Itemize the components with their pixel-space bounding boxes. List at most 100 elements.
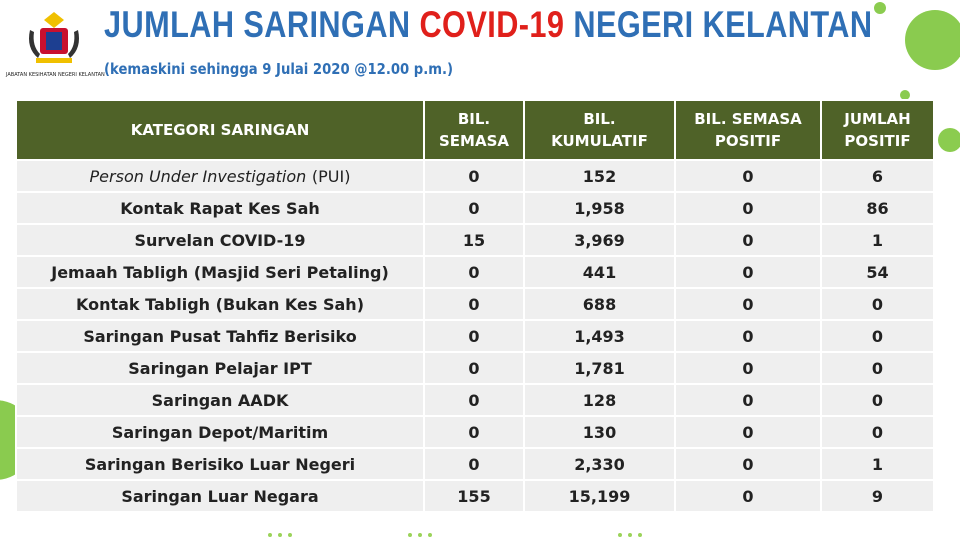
table-row: Person Under Investigation (PUI) 0 152 0 6 bbox=[15, 159, 935, 193]
cell-text: 0 bbox=[742, 358, 754, 378]
category-italic: Person Under Investigation bbox=[89, 166, 307, 186]
cell-text: 0 bbox=[742, 166, 754, 186]
cell-text: 0 bbox=[468, 166, 480, 186]
value-cell: 0 bbox=[674, 159, 822, 193]
value-cell: 1 bbox=[820, 447, 935, 481]
cell-text: Jemaah Tabligh (Masjid Seri Petaling) bbox=[51, 262, 389, 282]
category-cell: Kontak Tabligh (Bukan Kes Sah) bbox=[15, 287, 425, 321]
value-cell: 1,493 bbox=[523, 319, 676, 353]
value-cell: 0 bbox=[674, 319, 822, 353]
title: JUMLAH SARINGAN COVID-19 NEGERI KELANTAN bbox=[104, 4, 872, 46]
cell-text: 2,330 bbox=[574, 454, 625, 474]
value-cell: 15,199 bbox=[523, 479, 676, 513]
title-part: JUMLAH SARINGAN bbox=[104, 4, 411, 45]
cell-text: 0 bbox=[742, 294, 754, 314]
table-row: Saringan Pelajar IPT 0 1,781 0 0 bbox=[15, 351, 935, 385]
cell-text: 0 bbox=[468, 454, 480, 474]
cell-text: 0 bbox=[742, 262, 754, 282]
cell-text: 6 bbox=[871, 166, 884, 186]
cell-text: 0 bbox=[742, 390, 754, 410]
header-line: POSITIF bbox=[844, 132, 911, 150]
value-cell: 0 bbox=[674, 223, 822, 257]
value-cell: 1,958 bbox=[523, 191, 676, 225]
category-cell: Saringan Berisiko Luar Negeri bbox=[15, 447, 425, 481]
title-part: NEGERI KELANTAN bbox=[573, 4, 873, 45]
value-cell: 152 bbox=[523, 159, 676, 193]
value-cell: 0 bbox=[674, 479, 822, 513]
header-line: BIL. SEMASA bbox=[694, 110, 802, 128]
table-row: Survelan COVID-19 15 3,969 0 1 bbox=[15, 223, 935, 257]
category-cell: Saringan AADK bbox=[15, 383, 425, 417]
value-cell: 0 bbox=[423, 255, 525, 289]
category-cell: Jemaah Tabligh (Masjid Seri Petaling) bbox=[15, 255, 425, 289]
value-cell: 0 bbox=[674, 255, 822, 289]
column-header: BIL. KUMULATIF bbox=[523, 99, 676, 161]
cell-text: 54 bbox=[866, 262, 889, 282]
header-line: BIL. bbox=[457, 110, 491, 128]
cell-text: 86 bbox=[866, 198, 889, 218]
cell-text: 0 bbox=[468, 326, 480, 346]
category-cell: Kontak Rapat Kes Sah bbox=[15, 191, 425, 225]
cell-text: Survelan COVID-19 bbox=[134, 230, 306, 250]
cell-text: Saringan Luar Negara bbox=[121, 486, 319, 506]
cell-text: 0 bbox=[468, 358, 480, 378]
cell-text: 688 bbox=[582, 294, 617, 314]
column-header: BIL. SEMASA bbox=[423, 99, 525, 161]
cell-text: 0 bbox=[468, 294, 480, 314]
logo-caption: JABATAN KESIHATAN NEGERI KELANTAN bbox=[6, 72, 105, 78]
category-cell: Survelan COVID-19 bbox=[15, 223, 425, 257]
table-row: Kontak Tabligh (Bukan Kes Sah) 0 688 0 0 bbox=[15, 287, 935, 321]
value-cell: 0 bbox=[423, 191, 525, 225]
cell-text: Saringan AADK bbox=[151, 390, 289, 410]
cell-text: Kontak Rapat Kes Sah bbox=[120, 198, 320, 218]
value-cell: 441 bbox=[523, 255, 676, 289]
cell-text: 1 bbox=[871, 230, 884, 250]
cell-text: Saringan Depot/Maritim bbox=[111, 422, 329, 442]
value-cell: 9 bbox=[820, 479, 935, 513]
value-cell: 130 bbox=[523, 415, 676, 449]
cell-text: 152 bbox=[582, 166, 617, 186]
value-cell: 0 bbox=[423, 159, 525, 193]
cell-text: 0 bbox=[871, 294, 884, 314]
column-header: KATEGORI SARINGAN bbox=[15, 99, 425, 161]
cell-text: 0 bbox=[742, 326, 754, 346]
category-cell: Saringan Pelajar IPT bbox=[15, 351, 425, 385]
cell-text: 1 bbox=[871, 454, 884, 474]
value-cell: 0 bbox=[820, 319, 935, 353]
cell-text: 0 bbox=[871, 390, 884, 410]
value-cell: 0 bbox=[423, 287, 525, 321]
cell-text: 0 bbox=[742, 230, 754, 250]
cell-text: 9 bbox=[871, 486, 884, 506]
cell-text: 128 bbox=[582, 390, 617, 410]
cell-text: Saringan Pelajar IPT bbox=[128, 358, 312, 378]
cell-text: 1,493 bbox=[574, 326, 625, 346]
table-row: Jemaah Tabligh (Masjid Seri Petaling) 0 44… bbox=[15, 255, 935, 289]
table-row: Saringan Luar Negara 155 15,199 0 9 bbox=[15, 479, 935, 513]
value-cell: 688 bbox=[523, 287, 676, 321]
cell-text: 0 bbox=[742, 454, 754, 474]
header-line: JUMLAH bbox=[844, 110, 911, 128]
column-header: JUMLAH POSITIF bbox=[820, 99, 935, 161]
header-row: KATEGORI SARINGAN BIL. SEMASA BIL. KUMULATIF… bbox=[15, 99, 935, 161]
cell-text: 1,781 bbox=[574, 358, 625, 378]
table-row: Saringan Pusat Tahfiz Berisiko 0 1,493 0 0 bbox=[15, 319, 935, 353]
cell-text: 0 bbox=[468, 422, 480, 442]
table-row: Saringan Depot/Maritim 0 130 0 0 bbox=[15, 415, 935, 449]
table-row: Kontak Rapat Kes Sah 0 1,958 0 86 bbox=[15, 191, 935, 225]
cell-text: Saringan Berisiko Luar Negeri bbox=[84, 454, 356, 474]
cell-text: 3,969 bbox=[574, 230, 625, 250]
cell-text: 1,958 bbox=[574, 198, 625, 218]
cell-text: 15,199 bbox=[568, 486, 631, 506]
value-cell: 0 bbox=[674, 383, 822, 417]
value-cell: 1 bbox=[820, 223, 935, 257]
header-line: SEMASA bbox=[439, 132, 509, 150]
value-cell: 0 bbox=[674, 415, 822, 449]
table-row: Saringan AADK 0 128 0 0 bbox=[15, 383, 935, 417]
value-cell: 0 bbox=[423, 351, 525, 385]
category-text: (PUI) bbox=[311, 166, 351, 186]
header-line: BIL. bbox=[583, 110, 616, 128]
value-cell: 0 bbox=[674, 287, 822, 321]
category-cell: Person Under Investigation (PUI) bbox=[15, 159, 425, 193]
table-row: Saringan Berisiko Luar Negeri 0 2,330 0 1 bbox=[15, 447, 935, 481]
